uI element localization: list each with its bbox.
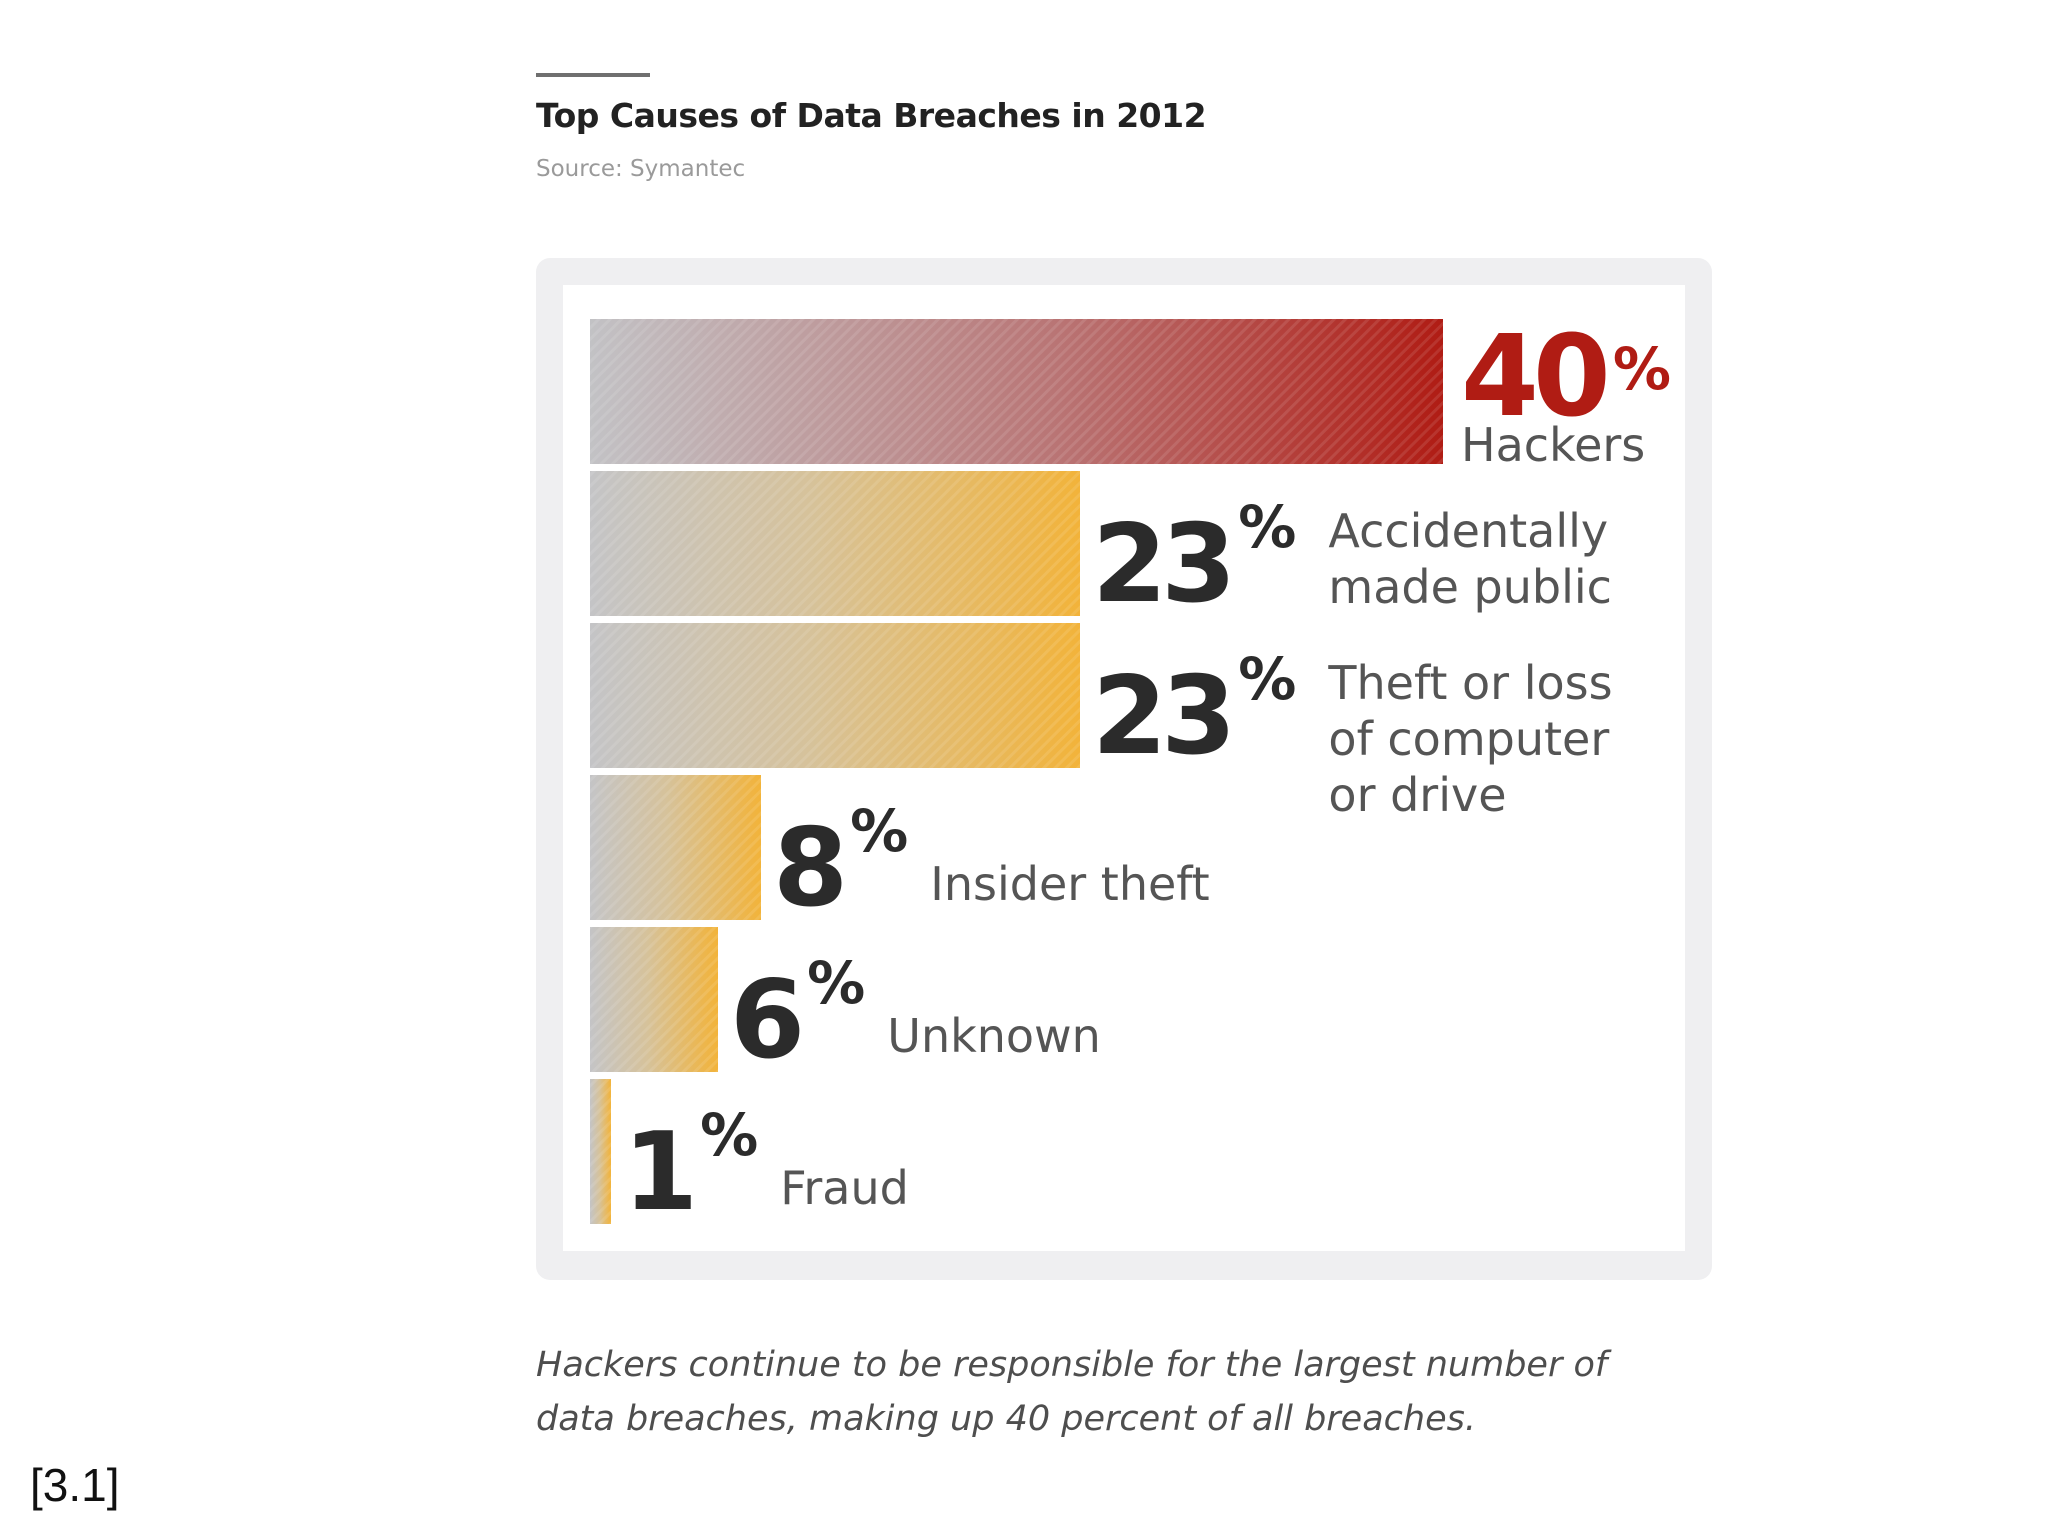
value-label-accidentally-made-public: 23: [1092, 502, 1230, 627]
value-label-hackers: 40: [1461, 312, 1606, 442]
value-label-insider-theft: 8: [773, 806, 842, 931]
value-label-theft-or-loss-of-computer-or-drive: 23: [1092, 654, 1230, 779]
value-label-unknown: 6: [730, 958, 800, 1083]
bar-texture-fraud: [590, 1079, 611, 1224]
category-label-unknown-line-1: Unknown: [887, 1009, 1101, 1063]
bar-texture-unknown: [590, 927, 718, 1072]
bar-texture-hackers: [590, 319, 1443, 464]
percent-sign-theft-or-loss-of-computer-or-drive: %: [1238, 645, 1296, 713]
chart-panel: 40% Hackers 23% Accidentally made public 23% T…: [563, 285, 1685, 1251]
caption-line-1: Hackers continue to be responsible for t…: [536, 1345, 1608, 1385]
percent-sign-hackers: %: [1613, 335, 1671, 403]
bar-texture-insider-theft: [590, 775, 761, 920]
chart-source: Source: Symantec: [536, 156, 746, 182]
category-label-hackers-line-1: Hackers: [1461, 418, 1645, 472]
percent-sign-insider-theft: %: [850, 797, 908, 865]
chart-title: Top Causes of Data Breaches in 2012: [536, 96, 1207, 135]
percent-sign-fraud: %: [700, 1101, 758, 1169]
category-label-theft-or-loss-of-computer-or-drive-line-2: of computer: [1328, 712, 1609, 766]
percent-sign-unknown: %: [807, 949, 865, 1017]
bar-texture-theft-or-loss-of-computer-or-drive: [590, 623, 1080, 768]
header-rule: [536, 73, 650, 77]
category-label-accidentally-made-public-line-2: made public: [1328, 560, 1612, 614]
category-label-accidentally-made-public-line-1: Accidentally: [1328, 504, 1608, 558]
chart-frame: 40% Hackers 23% Accidentally made public 23% T…: [536, 258, 1712, 1280]
category-label-fraud-line-1: Fraud: [780, 1161, 909, 1215]
caption-line-2: data breaches, making up 40 percent of a…: [536, 1399, 1476, 1439]
category-label-theft-or-loss-of-computer-or-drive-line-1: Theft or loss: [1327, 656, 1612, 710]
percent-sign-accidentally-made-public: %: [1238, 493, 1296, 561]
figure-reference: [3.1]: [30, 1459, 120, 1511]
bar-texture-accidentally-made-public: [590, 471, 1080, 616]
category-label-insider-theft-line-1: Insider theft: [930, 857, 1209, 911]
value-label-fraud: 1: [623, 1110, 692, 1235]
chart-caption: Hackers continue to be responsible for t…: [536, 1338, 1636, 1446]
category-label-theft-or-loss-of-computer-or-drive-line-3: or drive: [1328, 768, 1506, 822]
